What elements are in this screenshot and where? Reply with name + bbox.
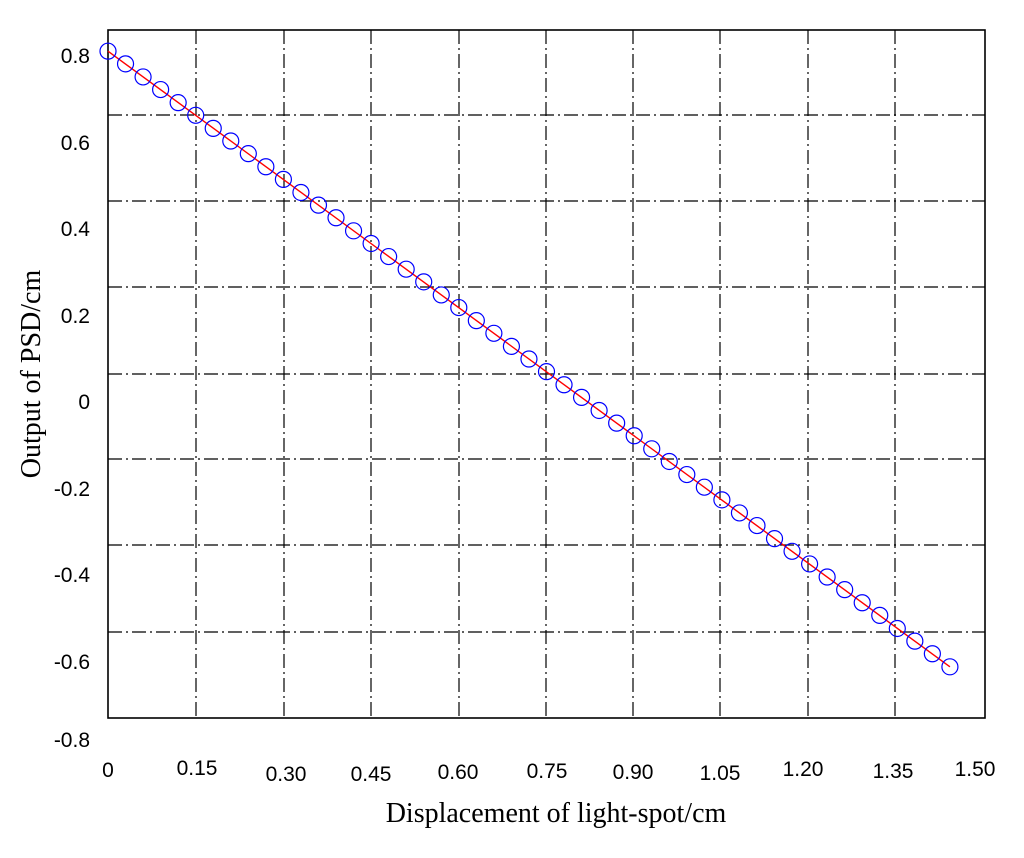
data-point-marker: [362, 234, 380, 253]
data-point-marker: [99, 42, 117, 60]
data-point-marker: [116, 55, 135, 73]
y-tick-label: 0.8: [61, 45, 90, 68]
data-point-marker: [380, 247, 398, 266]
plot-frame: [107, 29, 986, 719]
data-point-marker: [871, 606, 889, 624]
data-point-marker: [941, 658, 959, 676]
x-tick-label: 0.75: [527, 760, 568, 783]
data-point-marker: [713, 491, 731, 509]
data-point-marker: [432, 286, 450, 304]
data-point-marker: [204, 119, 222, 137]
data-point-marker: [537, 363, 556, 381]
x-tick-label: 0.45: [351, 763, 392, 786]
x-tick-label: 0: [102, 759, 114, 782]
data-point-marker: [836, 581, 854, 599]
x-tick-label: 1.35: [873, 760, 914, 783]
data-point-marker: [415, 273, 433, 291]
y-tick-label: 0.6: [61, 132, 90, 155]
data-point-marker: [695, 478, 713, 496]
data-point-marker: [520, 350, 538, 368]
data-point-marker: [590, 401, 608, 420]
y-tick-label: 0.4: [61, 218, 91, 241]
data-point-marker: [818, 568, 836, 586]
x-tick-label: 1.05: [700, 762, 741, 785]
x-tick-label: 0.15: [177, 757, 218, 780]
y-tick-label: 0: [78, 391, 90, 414]
data-point-marker: [344, 222, 363, 240]
data-point-marker: [572, 388, 591, 406]
data-point-marker: [765, 530, 784, 548]
fit-line-segment: [107, 50, 951, 668]
y-tick-label: -0.4: [54, 564, 91, 587]
data-point-marker: [748, 516, 766, 535]
data-markers: [99, 42, 959, 676]
data-point-marker: [309, 196, 328, 214]
y-tick-label: -0.2: [54, 478, 90, 501]
y-tick-labels: 0.8 0.6 0.4 0.2 0 -0.2 -0.4 -0.6 -0.8: [54, 45, 91, 752]
grid-lines: [108, 30, 985, 718]
data-point-marker: [152, 80, 170, 99]
data-point-marker: [467, 312, 485, 330]
data-point-marker: [923, 645, 941, 663]
x-tick-label: 0.30: [266, 763, 307, 786]
data-point-marker: [485, 324, 503, 342]
y-tick-label: -0.8: [54, 729, 90, 752]
data-point-marker: [888, 619, 906, 638]
data-point-marker: [134, 68, 152, 86]
data-point-marker: [187, 106, 205, 124]
x-tick-label: 0.60: [438, 761, 479, 784]
y-axis-title: Output of PSD/cm: [16, 270, 47, 479]
data-point-marker: [555, 376, 573, 394]
data-point-marker: [783, 542, 801, 560]
x-axis-title: Displacement of light-spot/cm: [386, 798, 727, 829]
data-point-marker: [274, 170, 292, 188]
data-point-marker: [257, 158, 275, 176]
x-tick-labels: 0 0.15 0.30 0.45 0.60 0.75 0.90 1.05 1.20 1.35 1.5…: [102, 757, 995, 786]
data-point-marker: [608, 414, 626, 432]
data-point-marker: [450, 298, 468, 317]
y-tick-label: 0.2: [61, 305, 90, 328]
fit-line: [107, 50, 951, 668]
x-tick-label: 0.90: [613, 761, 654, 784]
data-point-marker: [502, 337, 521, 355]
y-tick-label: -0.6: [54, 651, 90, 674]
data-point-marker: [292, 183, 310, 202]
data-point-marker: [730, 504, 749, 522]
data-point-marker: [222, 132, 240, 150]
data-point-marker: [625, 427, 643, 445]
data-point-marker: [660, 452, 678, 471]
data-point-marker: [906, 632, 924, 650]
data-point-marker: [239, 145, 257, 163]
x-tick-label: 1.20: [783, 758, 824, 781]
data-point-marker: [327, 209, 345, 227]
data-point-marker: [678, 465, 696, 484]
data-point-marker: [800, 555, 819, 573]
x-tick-label: 1.50: [955, 758, 996, 781]
data-point-marker: [643, 440, 661, 458]
data-point-marker: [853, 594, 871, 612]
data-point-marker: [169, 94, 187, 112]
data-point-marker: [397, 260, 415, 278]
